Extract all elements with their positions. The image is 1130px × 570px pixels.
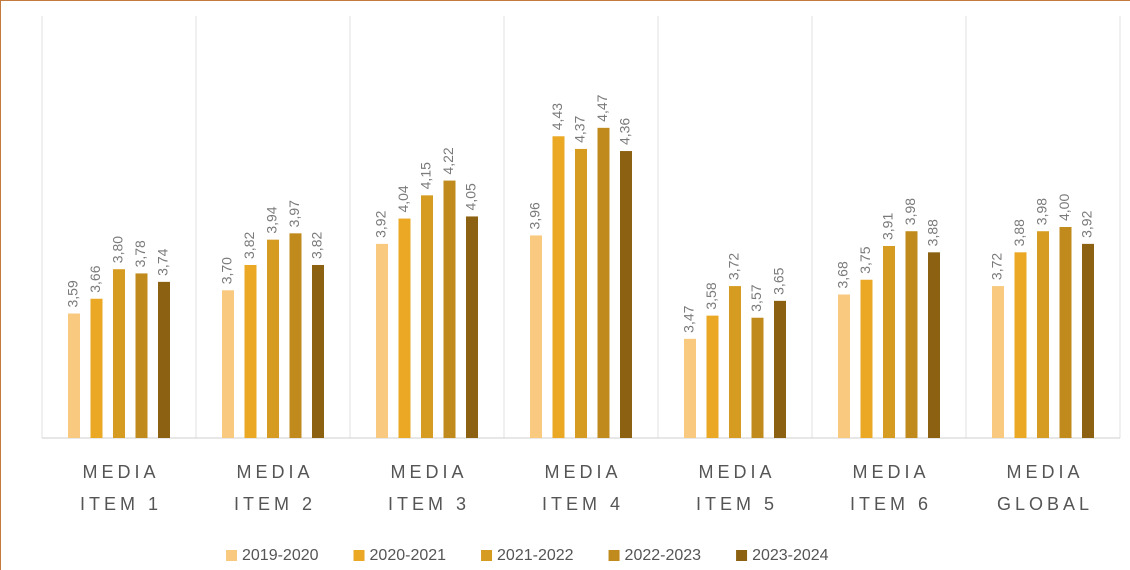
- bar: [751, 317, 764, 438]
- data-label: 3,94: [264, 206, 280, 233]
- data-label: 4,37: [572, 115, 588, 142]
- data-label: 4,15: [418, 162, 434, 189]
- data-label: 3,80: [110, 236, 126, 263]
- bar: [443, 180, 456, 438]
- x-tick-label: MEDIA: [852, 462, 929, 482]
- data-label: 3,72: [726, 253, 742, 280]
- bar: [113, 269, 125, 438]
- bar: [466, 216, 478, 438]
- legend-label: 2019-2020: [242, 547, 319, 564]
- bar: [883, 245, 895, 438]
- x-tick-label: ITEM 3: [388, 494, 470, 514]
- data-label: 3,92: [373, 210, 389, 237]
- data-label: 3,75: [857, 246, 873, 273]
- data-label: 3,98: [1034, 198, 1050, 225]
- legend-label: 2020-2021: [370, 547, 447, 564]
- x-tick-label: ITEM 4: [542, 494, 624, 514]
- bar: [289, 233, 302, 438]
- x-tick-label: MEDIA: [544, 462, 621, 482]
- x-tick-label: ITEM 5: [696, 494, 778, 514]
- legend-label: 2023-2024: [752, 547, 829, 564]
- bar: [838, 294, 850, 438]
- data-label: 3,82: [241, 232, 257, 259]
- x-tick-label: MEDIA: [1006, 462, 1083, 482]
- x-tick-label: MEDIA: [236, 462, 313, 482]
- data-label: 4,47: [594, 94, 610, 121]
- data-label: 3,72: [989, 253, 1005, 280]
- data-label: 4,43: [549, 103, 565, 130]
- bar: [729, 286, 741, 438]
- bar: [68, 313, 80, 438]
- data-label: 3,97: [286, 200, 302, 227]
- x-tick-label: MEDIA: [82, 462, 159, 482]
- x-tick-label: ITEM 6: [850, 494, 932, 514]
- bar: [597, 127, 610, 438]
- bar: [684, 338, 696, 438]
- data-label: 4,04: [395, 185, 411, 212]
- bar: [244, 264, 257, 438]
- data-label: 3,70: [219, 257, 235, 284]
- bar: [706, 315, 719, 438]
- data-label: 3,88: [1011, 219, 1027, 246]
- bar: [1059, 227, 1072, 438]
- data-label: 3,91: [880, 213, 896, 240]
- bar: [1014, 252, 1027, 438]
- bar: [158, 281, 170, 438]
- bar: [421, 195, 433, 438]
- bar: [552, 136, 565, 438]
- x-tick-label: ITEM 2: [234, 494, 316, 514]
- bar: [90, 298, 103, 438]
- data-label: 3,98: [902, 198, 918, 225]
- bar: [905, 231, 918, 438]
- data-label: 3,78: [132, 240, 148, 267]
- legend-swatch: [608, 550, 620, 561]
- bar: [376, 243, 388, 438]
- data-label: 3,68: [835, 261, 851, 288]
- data-label: 4,05: [463, 183, 479, 210]
- legend-swatch: [226, 550, 237, 561]
- bar: [575, 148, 587, 438]
- data-label: 3,82: [309, 232, 325, 259]
- bar: [312, 264, 324, 438]
- data-label: 3,57: [748, 284, 764, 311]
- legend-swatch: [481, 550, 493, 561]
- data-label: 4,22: [440, 147, 456, 174]
- data-label: 3,96: [527, 202, 543, 229]
- legend-label: 2022-2023: [625, 547, 702, 564]
- bar: [267, 239, 279, 438]
- bar: [398, 218, 411, 438]
- bar: [992, 286, 1004, 438]
- bar: [530, 235, 542, 438]
- data-label: 3,65: [771, 267, 787, 294]
- x-tick-label: MEDIA: [390, 462, 467, 482]
- legend-swatch: [736, 550, 748, 561]
- bar: [135, 273, 148, 438]
- bar: [1037, 231, 1049, 438]
- data-label: 3,88: [925, 219, 941, 246]
- legend-swatch: [353, 550, 365, 561]
- data-label: 3,59: [65, 280, 81, 307]
- data-label: 4,00: [1056, 194, 1072, 221]
- x-tick-label: GLOBAL: [997, 494, 1093, 514]
- bar: [774, 300, 786, 438]
- data-label: 3,66: [87, 265, 103, 292]
- data-label: 3,92: [1079, 210, 1095, 237]
- legend-label: 2021-2022: [497, 547, 574, 564]
- x-tick-label: ITEM 1: [80, 494, 162, 514]
- data-label: 3,74: [155, 248, 171, 275]
- data-label: 4,36: [617, 118, 633, 145]
- bar: [928, 252, 940, 438]
- bar: [1082, 243, 1094, 438]
- x-tick-label: MEDIA: [698, 462, 775, 482]
- bar: [222, 290, 234, 438]
- bar: [620, 151, 632, 439]
- bar: [860, 279, 873, 438]
- data-label: 3,47: [681, 305, 697, 332]
- data-label: 3,58: [703, 282, 719, 309]
